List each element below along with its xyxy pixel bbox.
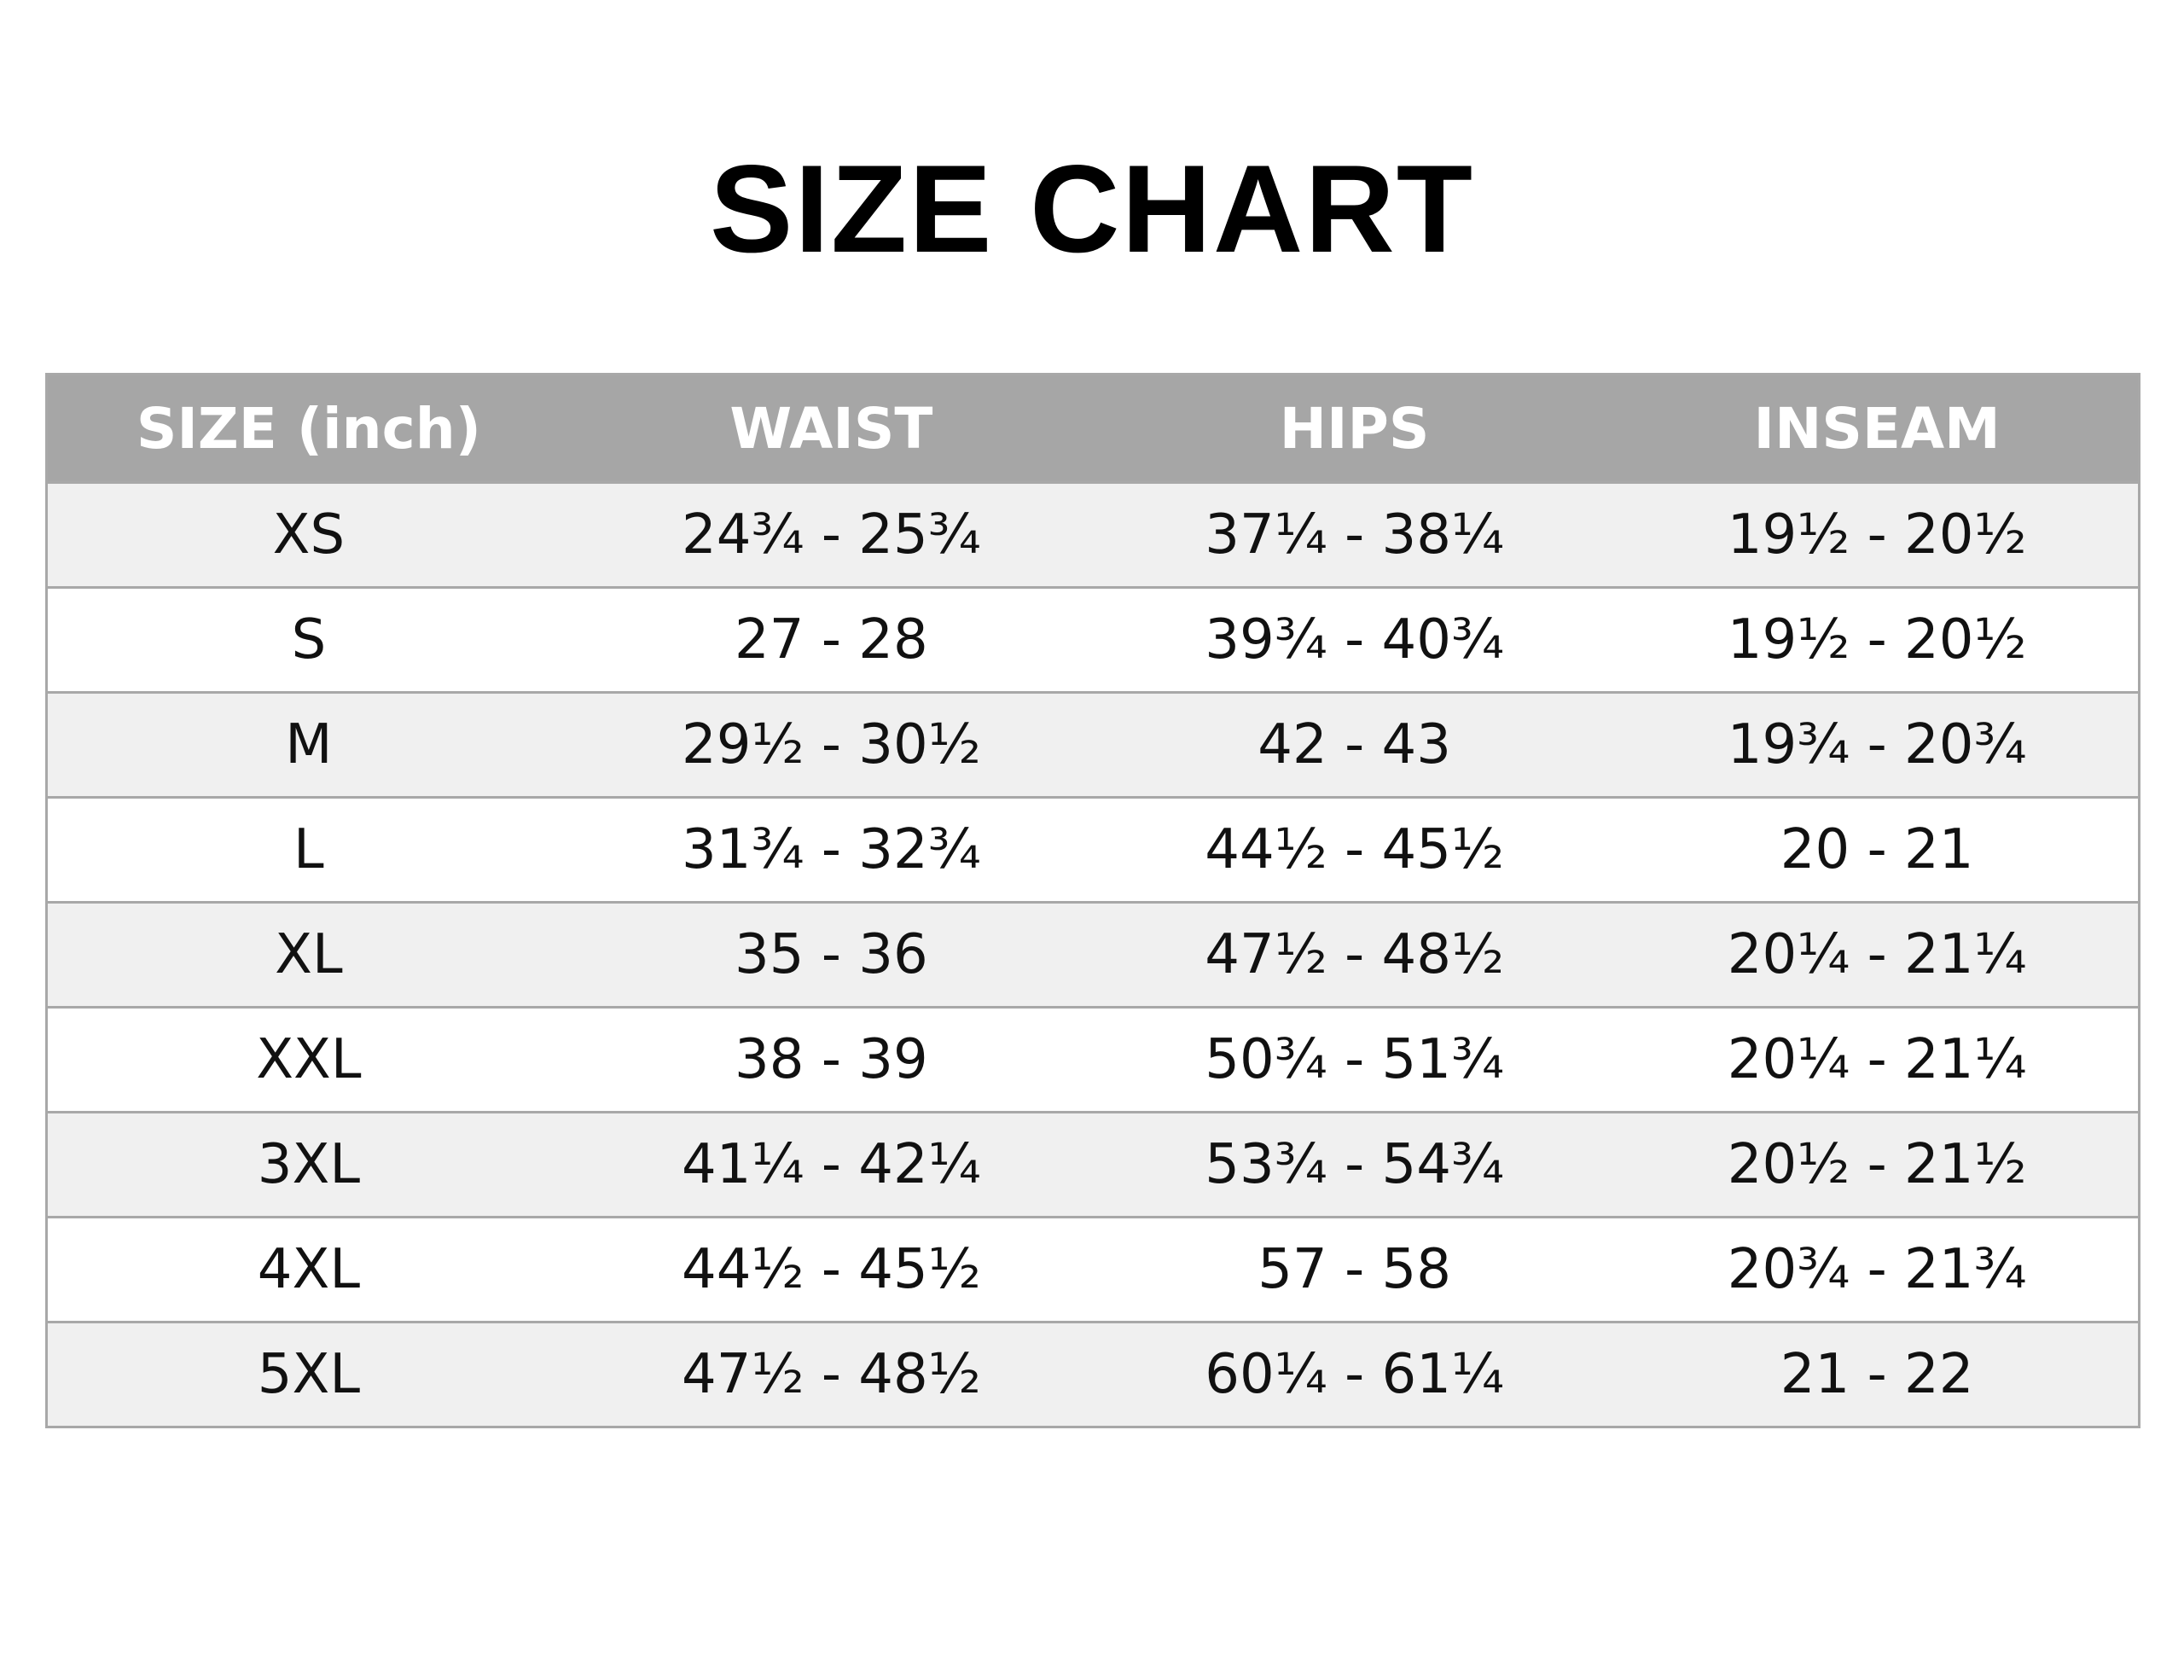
- waist-cell: 38 - 39: [569, 1007, 1093, 1113]
- waist-cell: 31¾ - 32¾: [569, 797, 1093, 904]
- inseam-cell: 19½ - 20½: [1616, 587, 2140, 694]
- table-row: XL 35 - 36 47½ - 48½ 20¼ - 21¼: [46, 902, 2140, 1009]
- waist-cell: 29½ - 30½: [569, 692, 1093, 799]
- table-row: XXL 38 - 39 50¾ - 51¾ 20¼ - 21¼: [46, 1007, 2140, 1113]
- waist-cell: 24¾ - 25¾: [569, 482, 1093, 589]
- size-cell: M: [46, 692, 570, 799]
- table-row: S 27 - 28 39¾ - 40¾ 19½ - 20½: [46, 587, 2140, 694]
- table-body: XS 24¾ - 25¾ 37¼ - 38¼ 19½ - 20½ S 27 - …: [46, 482, 2140, 1428]
- column-header-hips: HIPS: [1093, 374, 1617, 484]
- column-header-waist: WAIST: [569, 374, 1093, 484]
- waist-cell: 35 - 36: [569, 902, 1093, 1009]
- waist-cell: 47½ - 48½: [569, 1322, 1093, 1428]
- size-cell: 5XL: [46, 1322, 570, 1428]
- hips-cell: 50¾ - 51¾: [1093, 1007, 1617, 1113]
- waist-cell: 27 - 28: [569, 587, 1093, 694]
- chart-title: SIZE CHART: [710, 139, 1474, 278]
- inseam-cell: 19½ - 20½: [1616, 482, 2140, 589]
- size-cell: XXL: [46, 1007, 570, 1113]
- inseam-cell: 21 - 22: [1616, 1322, 2140, 1428]
- column-header-inseam: INSEAM: [1616, 374, 2140, 484]
- inseam-cell: 20½ - 21½: [1616, 1112, 2140, 1218]
- hips-cell: 57 - 58: [1093, 1217, 1617, 1323]
- hips-cell: 42 - 43: [1093, 692, 1617, 799]
- hips-cell: 44½ - 45½: [1093, 797, 1617, 904]
- waist-cell: 44½ - 45½: [569, 1217, 1093, 1323]
- hips-cell: 47½ - 48½: [1093, 902, 1617, 1009]
- table-row: M 29½ - 30½ 42 - 43 19¾ - 20¾: [46, 692, 2140, 799]
- hips-cell: 60¼ - 61¼: [1093, 1322, 1617, 1428]
- size-cell: S: [46, 587, 570, 694]
- table-row: XS 24¾ - 25¾ 37¼ - 38¼ 19½ - 20½: [46, 482, 2140, 589]
- table-row: L 31¾ - 32¾ 44½ - 45½ 20 - 21: [46, 797, 2140, 904]
- table-row: 4XL 44½ - 45½ 57 - 58 20¾ - 21¾: [46, 1217, 2140, 1323]
- inseam-cell: 20¾ - 21¾: [1616, 1217, 2140, 1323]
- table-row: 5XL 47½ - 48½ 60¼ - 61¼ 21 - 22: [46, 1322, 2140, 1428]
- waist-cell: 41¼ - 42¼: [569, 1112, 1093, 1218]
- size-table: SIZE (inch) WAIST HIPS INSEAM XS 24¾ - 2…: [45, 373, 2140, 1428]
- size-table-container: SIZE (inch) WAIST HIPS INSEAM XS 24¾ - 2…: [45, 373, 2140, 1428]
- size-cell: XL: [46, 902, 570, 1009]
- header-row: SIZE (inch) WAIST HIPS INSEAM: [46, 374, 2140, 484]
- inseam-cell: 20 - 21: [1616, 797, 2140, 904]
- inseam-cell: 20¼ - 21¼: [1616, 902, 2140, 1009]
- size-cell: 4XL: [46, 1217, 570, 1323]
- table-row: 3XL 41¼ - 42¼ 53¾ - 54¾ 20½ - 21½: [46, 1112, 2140, 1218]
- hips-cell: 39¾ - 40¾: [1093, 587, 1617, 694]
- column-header-size: SIZE (inch): [46, 374, 570, 484]
- size-cell: 3XL: [46, 1112, 570, 1218]
- inseam-cell: 20¼ - 21¼: [1616, 1007, 2140, 1113]
- size-cell: XS: [46, 482, 570, 589]
- hips-cell: 53¾ - 54¾: [1093, 1112, 1617, 1218]
- hips-cell: 37¼ - 38¼: [1093, 482, 1617, 589]
- size-cell: L: [46, 797, 570, 904]
- inseam-cell: 19¾ - 20¾: [1616, 692, 2140, 799]
- table-header: SIZE (inch) WAIST HIPS INSEAM: [46, 374, 2140, 484]
